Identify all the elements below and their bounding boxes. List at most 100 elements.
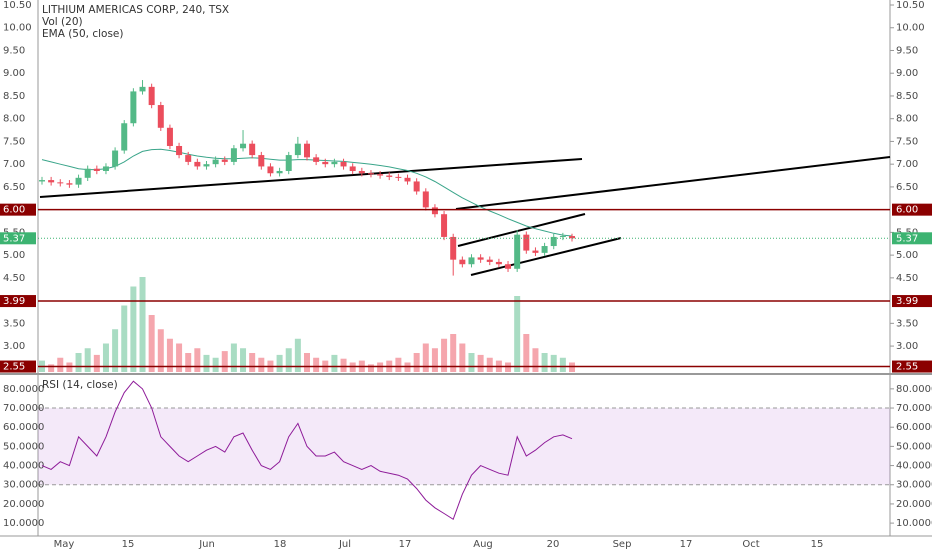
candle-body (84, 168, 91, 178)
level-label: 3.99 (3, 296, 25, 307)
y-tick-label: 4.50 (896, 273, 918, 284)
trend-lines (39, 156, 891, 276)
volume-bar (486, 357, 493, 372)
y-tick-label: 40.0000 (896, 461, 932, 472)
candle-body (157, 105, 164, 128)
x-tick-label: May (54, 539, 75, 550)
volume-bar (294, 338, 301, 372)
volume-bar (166, 338, 173, 372)
trend-line (39, 158, 583, 198)
volume-bar (258, 357, 265, 372)
y-tick-label: 8.50 (896, 91, 918, 102)
candle-body (459, 259, 466, 265)
y-tick-label: 50.0000 (3, 441, 44, 452)
candle-body (358, 170, 365, 174)
x-tick-label: 18 (274, 539, 287, 550)
y-tick-label: 30.0000 (896, 480, 932, 491)
y-tick-label: 20.0000 (3, 499, 44, 510)
volume-bar (176, 343, 183, 372)
y-tick-label: 70.0000 (896, 403, 932, 414)
candle-body (541, 246, 548, 253)
y-tick-label: 7.00 (896, 159, 918, 170)
volume-bar (559, 357, 566, 372)
y-tick-label: 6.50 (896, 182, 918, 193)
y-tick-label: 6.50 (3, 182, 25, 193)
candle-body (139, 86, 146, 92)
level-box (0, 360, 36, 373)
volume-bar (185, 353, 192, 372)
y-tick-label: 9.00 (896, 68, 918, 79)
candle-body (57, 182, 64, 184)
volume-bar (48, 364, 55, 372)
candle-body (294, 143, 301, 156)
y-tick-label: 60.0000 (3, 422, 44, 433)
y-tick-label: 10.00 (896, 23, 925, 34)
candle-body (203, 164, 210, 167)
y-tick-label: 9.50 (896, 45, 918, 56)
y-tick-label: 8.00 (3, 114, 25, 125)
trend-line (455, 156, 891, 210)
candle-body (477, 257, 484, 260)
y-tick-label: 7.50 (3, 136, 25, 147)
candle-body (39, 180, 45, 182)
candle-body (422, 191, 429, 208)
candle-body (212, 159, 219, 165)
volume-bar (313, 357, 320, 372)
candle-body (559, 236, 566, 238)
candle-body (66, 183, 73, 185)
volume-bar (523, 334, 530, 372)
y-tick-label: 7.00 (3, 159, 25, 170)
chart-title: LITHIUM AMERICAS CORP, 240, TSX (42, 4, 229, 16)
y-tick-label: 80.0000 (3, 384, 44, 395)
level-label: 6.00 (3, 205, 25, 216)
volume-bar (285, 348, 292, 372)
volume-bar (148, 315, 155, 372)
y-tick-label: 3.50 (896, 318, 918, 329)
y-tick-label: 4.50 (3, 273, 25, 284)
volume-bar (203, 354, 210, 372)
ema-legend: EMA (50, close) (42, 28, 124, 40)
candle-body (340, 161, 347, 167)
volume-bar (550, 354, 557, 372)
candle-body (240, 143, 247, 149)
x-tick-label: Jul (338, 539, 351, 550)
volume-bar (157, 329, 164, 372)
y-tick-label: 60.0000 (896, 422, 932, 433)
volume-bar (276, 354, 283, 372)
candle-body (75, 177, 82, 185)
trend-line (457, 213, 586, 247)
candle-body (267, 166, 274, 174)
level-label: 5.37 (3, 233, 25, 244)
y-tick-label: 9.50 (3, 45, 25, 56)
y-tick-label: 10.0000 (3, 518, 44, 529)
volume-bar (477, 354, 484, 372)
y-tick-label: 50.0000 (896, 441, 932, 452)
candle-body (386, 175, 393, 177)
y-tick-label: 9.00 (3, 68, 25, 79)
candle-body (514, 234, 521, 269)
y-tick-label: 10.50 (3, 0, 32, 11)
volume-bar (212, 357, 219, 372)
y-tick-label: 40.0000 (3, 461, 44, 472)
candle-body (48, 180, 55, 183)
volume-bar (468, 353, 475, 372)
y-tick-label: 5.00 (3, 250, 25, 261)
candle-body (102, 166, 109, 171)
candle-body (495, 261, 502, 265)
volume-bar (93, 354, 100, 372)
candle-body (377, 174, 384, 176)
volume-bar (441, 338, 448, 372)
rsi-legend: RSI (14, close) (42, 379, 118, 391)
volume-bar (130, 286, 137, 372)
candle-body (413, 181, 420, 192)
volume-bar (249, 353, 256, 372)
level-label: 5.37 (896, 233, 918, 244)
candle-body (112, 150, 119, 167)
volume-bar (75, 353, 82, 372)
x-tick-label: 17 (399, 539, 412, 550)
candle-body (304, 143, 310, 158)
candle-body (404, 177, 411, 182)
y-tick-label: 70.0000 (3, 403, 44, 414)
candle-body (313, 157, 320, 162)
